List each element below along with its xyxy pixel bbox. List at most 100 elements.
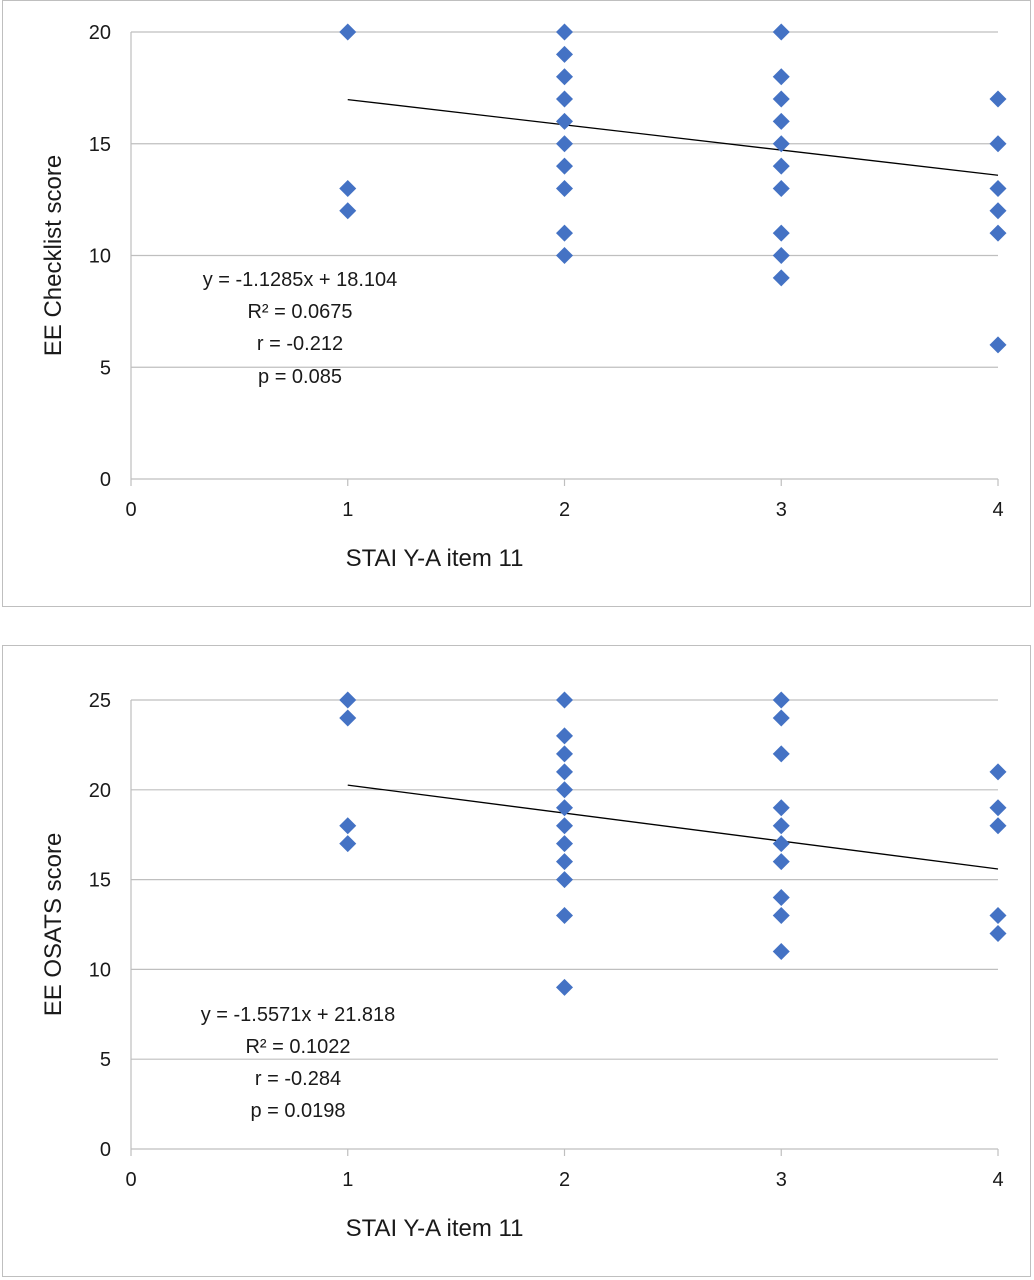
axes xyxy=(130,700,999,1156)
data-point xyxy=(556,135,573,153)
data-point xyxy=(339,23,357,41)
trendline xyxy=(347,98,999,176)
r-squared-label: R² = 0.1022 xyxy=(245,1036,350,1058)
tick-labels: 0 5 10 15 20 0 1 2 3 4 xyxy=(89,22,1004,521)
equation-label: y = -1.1285x + 18.104 xyxy=(203,269,398,291)
data-point xyxy=(556,691,573,709)
x-tick-label-2: 2 xyxy=(559,1169,570,1191)
data-point xyxy=(989,907,1007,925)
y-tick-label-20: 20 xyxy=(89,780,111,802)
data-point xyxy=(556,247,573,264)
data-point xyxy=(772,90,790,108)
chart-panel-osats: 0 5 10 15 20 25 0 1 2 3 4 STAI Y-A item 11 EE OSAT… xyxy=(2,645,1031,1277)
trendline-group xyxy=(347,98,999,176)
data-point xyxy=(556,871,573,889)
p-value-label: p = 0.085 xyxy=(258,366,342,388)
chart-svg-checklist: 0 5 10 15 20 0 1 2 3 4 STAI Y-A item 11 EE Checkl… xyxy=(40,22,1007,572)
data-point xyxy=(556,817,573,835)
data-point xyxy=(989,336,1007,354)
x-axis-label: STAI Y-A item 11 xyxy=(346,1215,524,1242)
data-point xyxy=(556,23,573,41)
trendline-group xyxy=(347,784,999,870)
data-point xyxy=(556,45,573,63)
y-tick-label-0: 0 xyxy=(100,1139,111,1161)
data-point xyxy=(772,817,790,835)
data-point xyxy=(772,157,790,175)
data-point xyxy=(772,942,790,960)
data-points xyxy=(339,23,1007,354)
data-point xyxy=(772,907,790,925)
data-point xyxy=(772,224,790,242)
correlation-label: r = -0.212 xyxy=(257,333,343,355)
data-point xyxy=(556,853,573,871)
data-point xyxy=(989,799,1007,817)
y-tick-label-5: 5 xyxy=(100,357,111,379)
data-point xyxy=(989,763,1007,781)
x-tick-label-1: 1 xyxy=(342,1169,353,1191)
data-points xyxy=(339,691,1007,996)
x-tick-label-4: 4 xyxy=(992,1169,1003,1191)
y-tick-label-0: 0 xyxy=(100,469,111,491)
data-point xyxy=(556,835,573,853)
data-point xyxy=(772,179,790,197)
data-point xyxy=(556,727,573,745)
data-point xyxy=(772,889,790,907)
correlation-label: r = -0.284 xyxy=(255,1068,341,1090)
chart-svg-osats: 0 5 10 15 20 25 0 1 2 3 4 STAI Y-A item 11 EE OSAT… xyxy=(40,690,1007,1242)
x-tick-label-3: 3 xyxy=(776,1169,787,1191)
data-point xyxy=(772,112,790,130)
y-tick-label-20: 20 xyxy=(89,22,111,44)
y-tick-label-15: 15 xyxy=(89,870,111,892)
chart-panel-checklist: 0 5 10 15 20 0 1 2 3 4 STAI Y-A item 11 EE Checkl… xyxy=(2,0,1031,607)
data-point xyxy=(556,90,573,108)
data-point xyxy=(556,179,573,197)
y-axis-label: EE OSATS score xyxy=(40,833,67,1017)
data-point xyxy=(989,224,1007,242)
data-point xyxy=(772,691,790,709)
y-tick-label-10: 10 xyxy=(89,246,111,268)
data-point xyxy=(772,135,790,153)
y-axis-label: EE Checklist score xyxy=(40,155,67,356)
data-point xyxy=(989,135,1007,153)
data-point xyxy=(339,179,357,197)
data-point xyxy=(772,247,790,264)
data-point xyxy=(772,799,790,817)
p-value-label: p = 0.0198 xyxy=(250,1100,345,1122)
data-point xyxy=(556,68,573,86)
data-point xyxy=(772,709,790,727)
data-point xyxy=(989,817,1007,835)
data-point xyxy=(772,853,790,871)
x-tick-label-2: 2 xyxy=(559,499,570,521)
data-point xyxy=(989,202,1007,220)
data-point xyxy=(556,112,573,130)
axes xyxy=(130,32,999,486)
data-point xyxy=(772,23,790,41)
x-tick-label-3: 3 xyxy=(776,499,787,521)
data-point xyxy=(556,799,573,817)
data-point xyxy=(339,709,357,727)
x-tick-label-0: 0 xyxy=(125,499,136,521)
data-point xyxy=(772,835,790,853)
y-tick-label-5: 5 xyxy=(100,1049,111,1071)
data-point xyxy=(772,68,790,86)
x-tick-label-4: 4 xyxy=(992,499,1003,521)
r-squared-label: R² = 0.0675 xyxy=(247,301,352,323)
tick-labels: 0 5 10 15 20 25 0 1 2 3 4 xyxy=(89,690,1004,1191)
data-point xyxy=(772,269,790,287)
data-point xyxy=(989,179,1007,197)
data-point xyxy=(556,781,573,799)
trendline xyxy=(347,784,999,870)
data-point xyxy=(339,202,357,220)
data-point xyxy=(556,745,573,763)
data-point xyxy=(989,90,1007,108)
data-point xyxy=(556,978,573,996)
equation-label: y = -1.5571x + 21.818 xyxy=(201,1004,396,1026)
data-point xyxy=(989,924,1007,942)
data-point xyxy=(772,745,790,763)
data-point xyxy=(339,691,357,709)
data-point xyxy=(339,835,357,853)
x-axis-label: STAI Y-A item 11 xyxy=(346,545,524,572)
y-tick-label-10: 10 xyxy=(89,959,111,981)
data-point xyxy=(556,157,573,175)
data-point xyxy=(556,224,573,242)
